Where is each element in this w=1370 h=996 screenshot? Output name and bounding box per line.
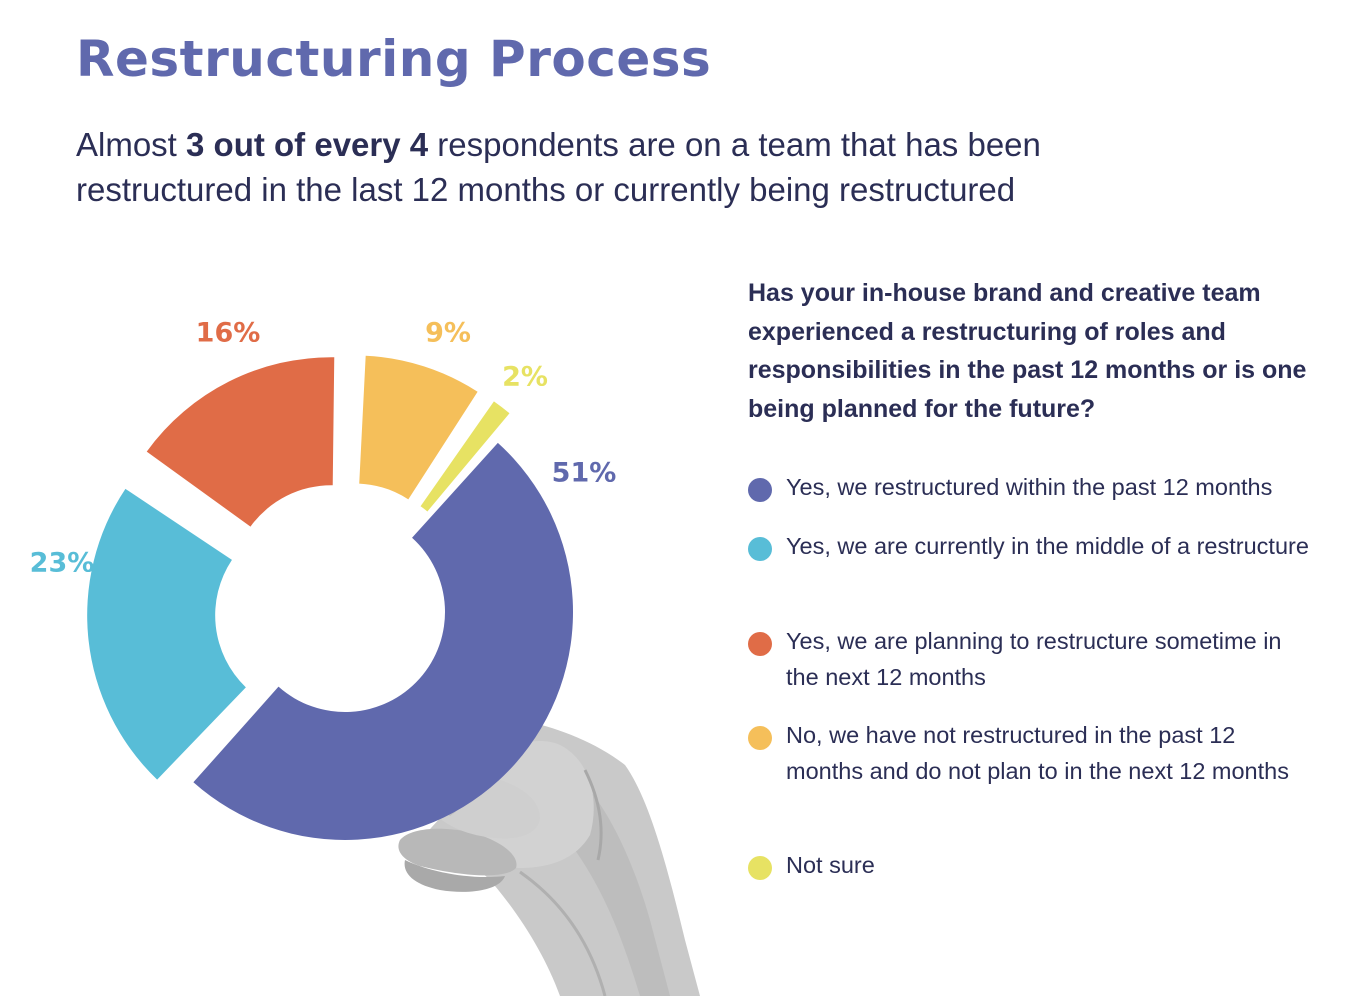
legend-label: Yes, we are currently in the middle of a… [786, 533, 1309, 559]
legend-label: No, we have not restructured in the past… [786, 722, 1289, 784]
slice-value-label: 2% [502, 362, 548, 393]
donut-slice [193, 442, 574, 841]
page-subtitle: Almost 3 out of every 4 respondents are … [76, 122, 1176, 212]
legend-marker [748, 726, 772, 750]
donut-chart: 51% 23% 16% 9% 2% [30, 318, 700, 996]
donut-slice [420, 401, 510, 512]
slice-value-label: 9% [425, 318, 471, 349]
donut-labels: 51% 23% 16% 9% 2% [30, 318, 617, 579]
donut-slices [87, 355, 574, 841]
legend-marker [748, 478, 772, 502]
slice-value-label: 23% [30, 548, 95, 579]
legend-label: Not sure [786, 852, 875, 878]
slice-value-label: 16% [196, 318, 261, 349]
survey-question: Has your in-house brand and creative tea… [748, 279, 1307, 423]
page-title: Restructuring Process [76, 30, 712, 88]
donut-slice [359, 355, 478, 500]
legend-label: Yes, we are planning to restructure some… [786, 628, 1282, 690]
legend-marker [748, 856, 772, 880]
donut-slice [146, 357, 335, 527]
hand-illustration [398, 722, 700, 996]
legend-label: Yes, we restructured within the past 12 … [786, 474, 1273, 500]
slice-value-label: 51% [552, 458, 617, 489]
legend-marker [748, 632, 772, 656]
subtitle-lead: Almost [76, 126, 187, 163]
legend-marker [748, 537, 772, 561]
donut-slice [87, 488, 246, 780]
subtitle-rest: respondents are on a team that has been … [76, 126, 1041, 208]
subtitle-highlight: 3 out of every 4 [186, 126, 429, 163]
